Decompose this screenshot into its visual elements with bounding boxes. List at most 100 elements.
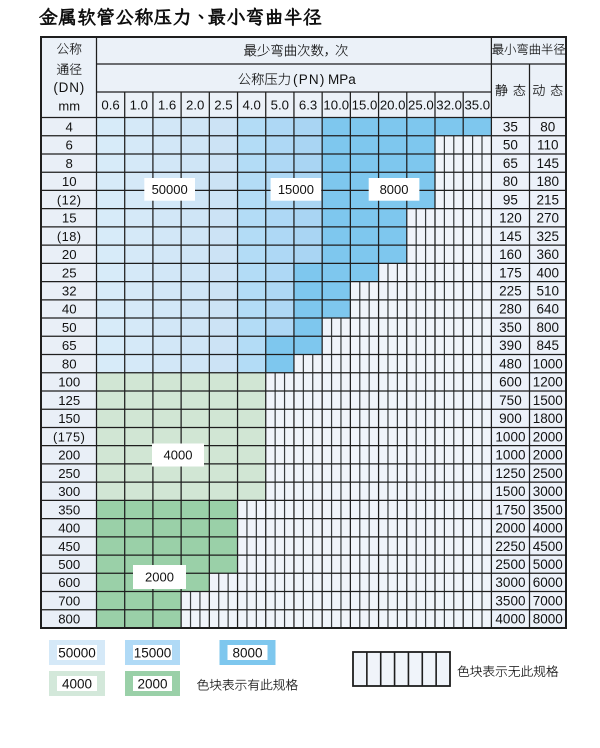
svg-text:280: 280 (499, 302, 522, 317)
svg-text:510: 510 (536, 284, 559, 299)
svg-text:180: 180 (536, 174, 559, 189)
svg-text:845: 845 (536, 338, 559, 353)
svg-text:325: 325 (536, 229, 559, 244)
svg-text:10: 10 (62, 174, 77, 189)
svg-text:480: 480 (499, 356, 522, 371)
svg-text:4.0: 4.0 (242, 98, 260, 113)
svg-text:4000: 4000 (533, 521, 563, 536)
svg-text:100: 100 (58, 375, 80, 390)
svg-text:1000: 1000 (495, 429, 525, 444)
svg-text:(175): (175) (53, 429, 85, 444)
svg-text:2.0: 2.0 (186, 98, 204, 113)
svg-text:15: 15 (62, 211, 77, 226)
svg-text:2.5: 2.5 (214, 98, 232, 113)
svg-text:2000: 2000 (145, 570, 174, 585)
svg-text:3000: 3000 (533, 484, 563, 499)
svg-text:900: 900 (499, 411, 522, 426)
svg-text:1800: 1800 (533, 411, 563, 426)
svg-text:6.3: 6.3 (299, 98, 317, 113)
svg-text:2500: 2500 (495, 557, 525, 572)
svg-text:1.0: 1.0 (130, 98, 148, 113)
svg-text:6000: 6000 (533, 575, 563, 590)
svg-text:800: 800 (536, 320, 559, 335)
svg-text:120: 120 (499, 211, 522, 226)
svg-text:400: 400 (58, 521, 80, 536)
svg-text:350: 350 (58, 502, 80, 517)
svg-text:1500: 1500 (495, 484, 525, 499)
svg-text:1000: 1000 (495, 448, 525, 463)
svg-text:4: 4 (66, 119, 73, 134)
svg-text:350: 350 (499, 320, 522, 335)
svg-text:25.0: 25.0 (408, 98, 434, 113)
svg-text:2500: 2500 (533, 466, 563, 481)
svg-text:80: 80 (62, 356, 77, 371)
svg-text:32: 32 (62, 284, 77, 299)
svg-text:400: 400 (536, 265, 559, 280)
svg-text:150: 150 (58, 411, 80, 426)
svg-text:8: 8 (66, 156, 73, 171)
svg-text:(DN): (DN) (53, 80, 85, 95)
svg-text:4000: 4000 (495, 612, 525, 627)
svg-text:2250: 2250 (495, 539, 525, 554)
svg-text:7000: 7000 (533, 593, 563, 608)
svg-text:(12): (12) (57, 192, 82, 207)
svg-text:8000: 8000 (380, 182, 409, 197)
svg-text:250: 250 (58, 466, 80, 481)
svg-text:8000: 8000 (533, 612, 563, 627)
svg-text:50000: 50000 (58, 645, 96, 660)
svg-text:160: 160 (499, 247, 522, 262)
svg-text:2000: 2000 (137, 676, 167, 691)
svg-text:15000: 15000 (278, 182, 314, 197)
svg-text:1000: 1000 (533, 356, 563, 371)
svg-text:4000: 4000 (62, 676, 92, 691)
svg-text:1200: 1200 (533, 375, 563, 390)
svg-text:(PN): (PN) (293, 72, 326, 87)
svg-text:mm: mm (58, 99, 80, 114)
svg-text:3000: 3000 (495, 575, 525, 590)
svg-text:750: 750 (499, 393, 522, 408)
svg-text:500: 500 (58, 557, 80, 572)
svg-text:0.6: 0.6 (101, 98, 119, 113)
svg-text:MPa: MPa (328, 72, 356, 87)
svg-text:3500: 3500 (533, 502, 563, 517)
svg-text:15000: 15000 (134, 645, 172, 660)
svg-text:50: 50 (62, 320, 77, 335)
svg-text:175: 175 (499, 265, 522, 280)
svg-text:145: 145 (536, 156, 559, 171)
svg-text:80: 80 (540, 119, 555, 134)
svg-text:1500: 1500 (533, 393, 563, 408)
svg-text:5.0: 5.0 (271, 98, 289, 113)
svg-text:300: 300 (58, 484, 80, 499)
svg-text:3500: 3500 (495, 593, 525, 608)
svg-text:6: 6 (66, 138, 73, 153)
svg-text:2000: 2000 (533, 448, 563, 463)
svg-text:270: 270 (536, 211, 559, 226)
svg-text:1250: 1250 (495, 466, 525, 481)
svg-text:1750: 1750 (495, 502, 525, 517)
svg-text:640: 640 (536, 302, 559, 317)
svg-text:5000: 5000 (533, 557, 563, 572)
svg-text:65: 65 (62, 338, 77, 353)
svg-text:145: 145 (499, 229, 522, 244)
svg-text:600: 600 (499, 375, 522, 390)
svg-text:360: 360 (536, 247, 559, 262)
svg-text:15.0: 15.0 (352, 98, 378, 113)
svg-text:450: 450 (58, 539, 80, 554)
svg-text:1.6: 1.6 (158, 98, 176, 113)
svg-text:2000: 2000 (533, 429, 563, 444)
svg-text:4500: 4500 (533, 539, 563, 554)
svg-text:215: 215 (536, 192, 559, 207)
svg-text:35.0: 35.0 (464, 98, 490, 113)
svg-text:95: 95 (503, 192, 518, 207)
svg-text:25: 25 (62, 265, 77, 280)
svg-text:20.0: 20.0 (380, 98, 406, 113)
svg-text:2000: 2000 (495, 521, 525, 536)
svg-text:8000: 8000 (232, 645, 262, 660)
svg-text:(18): (18) (57, 229, 82, 244)
svg-text:700: 700 (58, 593, 80, 608)
svg-text:32.0: 32.0 (436, 98, 462, 113)
svg-text:125: 125 (58, 393, 80, 408)
svg-text:80: 80 (503, 174, 518, 189)
svg-text:4000: 4000 (164, 448, 193, 463)
svg-text:10.0: 10.0 (323, 98, 349, 113)
